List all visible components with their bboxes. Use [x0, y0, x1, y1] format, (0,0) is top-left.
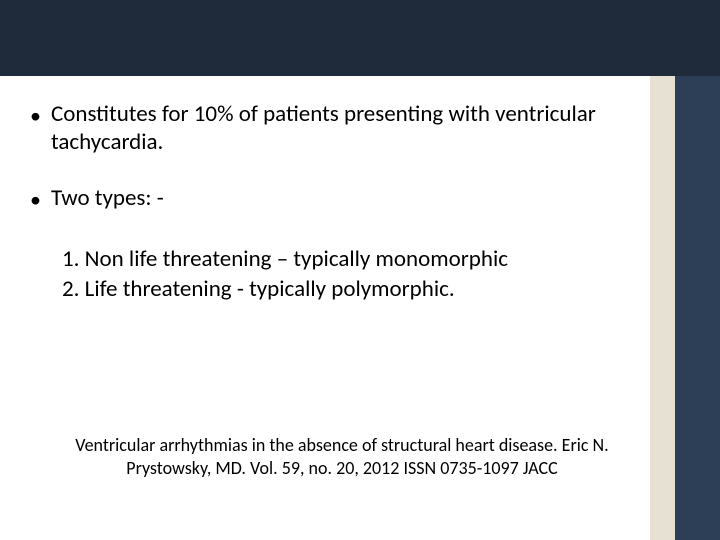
right-decorative-band-inner	[675, 0, 720, 540]
citation-text: Ventricular arrhythmias in the absence o…	[42, 434, 642, 480]
content-area: • Constitutes for 10% of patients presen…	[30, 100, 640, 304]
top-decorative-band	[0, 0, 720, 76]
numbered-item: 1. Non life threatening – typically mono…	[62, 244, 640, 274]
bullet-text: Two types: -	[51, 184, 164, 212]
bullet-icon: •	[30, 102, 41, 130]
bullet-item: • Constitutes for 10% of patients presen…	[30, 100, 640, 156]
bullet-text: Constitutes for 10% of patients presenti…	[51, 100, 640, 156]
bullet-item: • Two types: -	[30, 184, 640, 214]
numbered-item: 2. Life threatening - typically polymorp…	[62, 274, 640, 304]
slide: • Constitutes for 10% of patients presen…	[0, 0, 720, 540]
numbered-list: 1. Non life threatening – typically mono…	[62, 244, 640, 304]
bullet-icon: •	[30, 186, 41, 214]
